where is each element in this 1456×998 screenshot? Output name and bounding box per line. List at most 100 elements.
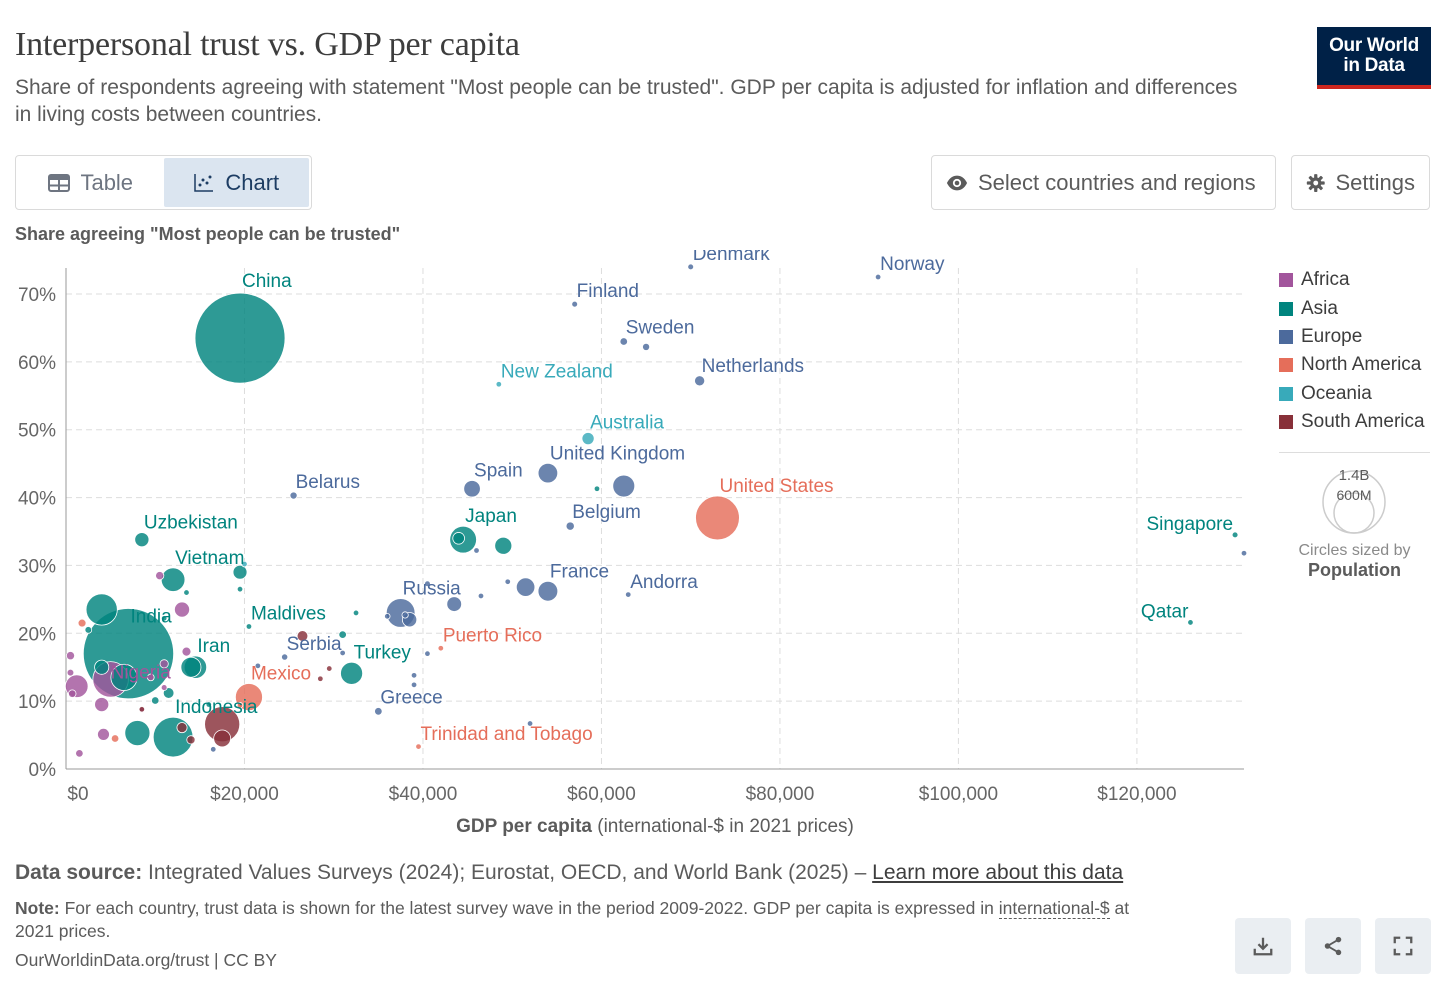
point-netherlands (694, 375, 706, 387)
settings-button[interactable]: Settings (1291, 155, 1430, 210)
international-dollar-link[interactable]: international-$ (998, 898, 1110, 919)
label-indonesia: Indonesia (175, 697, 258, 718)
point-greece (374, 707, 383, 716)
point-europe (254, 662, 262, 670)
gear-icon (1306, 173, 1325, 192)
point-asia (180, 656, 202, 678)
point-europe (1240, 550, 1248, 557)
point-indonesia (152, 716, 194, 758)
point-south-america (317, 675, 324, 682)
label-russia: Russia (403, 579, 462, 600)
point-vietnam (160, 567, 186, 592)
point-europe (339, 649, 346, 657)
point-france (537, 580, 559, 602)
size-legend-circles: 1.4B 600M (1322, 467, 1386, 534)
point-turkey (340, 661, 364, 685)
legend: Africa Asia Europe North America Oceania… (1279, 266, 1425, 436)
logo-accent-bar (1317, 85, 1431, 89)
x-tick-label: $100,000 (919, 784, 998, 805)
label-australia: Australia (590, 412, 664, 433)
point-qatar (1187, 619, 1194, 626)
legend-label: North America (1301, 354, 1422, 376)
point-asia (110, 663, 138, 691)
tab-chart[interactable]: Chart (163, 158, 309, 207)
x-tick-label: $80,000 (746, 784, 815, 805)
point-south-america (213, 729, 232, 748)
point-maldives (245, 623, 253, 630)
label-nigeria: Nigeria (111, 662, 172, 683)
point-north-america (110, 734, 120, 743)
point-asia (151, 696, 160, 705)
label-singapore: Singapore (1146, 514, 1233, 535)
owid-logo[interactable]: Our World in Data (1317, 27, 1431, 89)
legend-item-asia[interactable]: Asia (1279, 294, 1425, 322)
size-legend-caption: Circles sized by (1298, 542, 1411, 559)
point-norway (874, 273, 882, 281)
point-africa (146, 673, 155, 682)
point-europe (477, 592, 485, 600)
point-south-america (138, 706, 146, 713)
download-button[interactable] (1235, 918, 1291, 974)
point-asia (352, 609, 360, 617)
share-button[interactable] (1305, 918, 1361, 974)
point-europe (473, 547, 480, 554)
label-denmark: Denmark (693, 250, 771, 265)
label-vietnam: Vietnam (175, 548, 244, 569)
point-north-america (236, 702, 244, 709)
label-uzbekistan: Uzbekistan (144, 513, 238, 534)
tab-table-label: Table (80, 169, 134, 195)
point-asia (94, 659, 110, 675)
y-tick-label: 50% (18, 421, 56, 442)
label-maldives: Maldives (251, 604, 326, 625)
legend-item-south-america[interactable]: South America (1279, 408, 1425, 436)
point-asia (593, 485, 601, 492)
credit-line[interactable]: OurWorldinData.org/trust | CC BY (15, 950, 277, 970)
label-iran: Iran (197, 636, 230, 657)
point-australia (581, 432, 595, 446)
point-south-america (186, 735, 196, 745)
point-africa (66, 668, 75, 677)
point-asia (452, 532, 465, 545)
x-tick-label: $120,000 (1097, 784, 1176, 805)
learn-more-link[interactable]: Learn more about this data (872, 861, 1124, 884)
legend-label: Africa (1301, 269, 1350, 291)
legend-item-north-america[interactable]: North America (1279, 351, 1425, 379)
point-asia (183, 589, 190, 596)
data-source: Data source: Integrated Values Surveys (… (15, 861, 1123, 885)
chart-subtitle: Share of respondents agreeing with state… (15, 76, 1238, 126)
point-asia (232, 564, 248, 580)
y-tick-label: 40% (18, 489, 56, 510)
legend-item-oceania[interactable]: Oceania (1279, 380, 1425, 408)
point-europe (424, 580, 431, 588)
point-south-america (296, 630, 309, 642)
note-end: at 2021 prices. (15, 898, 1130, 941)
x-tick-label: $0 (67, 784, 88, 805)
label-spain: Spain (474, 460, 523, 481)
note: Note: For each country, trust data is sh… (15, 897, 1135, 943)
tab-chart-label: Chart (225, 169, 280, 195)
y-tick-label: 30% (18, 556, 56, 577)
select-countries-button[interactable]: Select countries and regions (931, 155, 1276, 210)
point-spain (463, 480, 481, 498)
point-north-america (77, 618, 87, 628)
chart-points (64, 263, 1248, 758)
point-europe (410, 681, 418, 689)
point-africa (97, 728, 110, 741)
label-india: India (130, 606, 172, 627)
fullscreen-button[interactable] (1375, 918, 1431, 974)
point-asia (85, 593, 118, 626)
y-tick-label: 20% (18, 624, 56, 645)
logo-line-2: in Data (1343, 55, 1405, 76)
source-text: Integrated Values Surveys (2024); Eurost… (142, 861, 873, 884)
legend-swatch (1279, 301, 1293, 316)
point-africa (65, 651, 76, 661)
point-africa (68, 689, 77, 698)
legend-item-africa[interactable]: Africa (1279, 266, 1425, 294)
tab-table[interactable]: Table (18, 158, 164, 207)
legend-item-europe[interactable]: Europe (1279, 323, 1425, 351)
point-trinidad-and-tobago (415, 743, 422, 750)
x-axis-title: GDP per capita (international-$ in 2021 … (0, 816, 1310, 838)
x-axis-title-bold: GDP per capita (456, 816, 592, 837)
label-new-zealand: New Zealand (501, 361, 613, 382)
